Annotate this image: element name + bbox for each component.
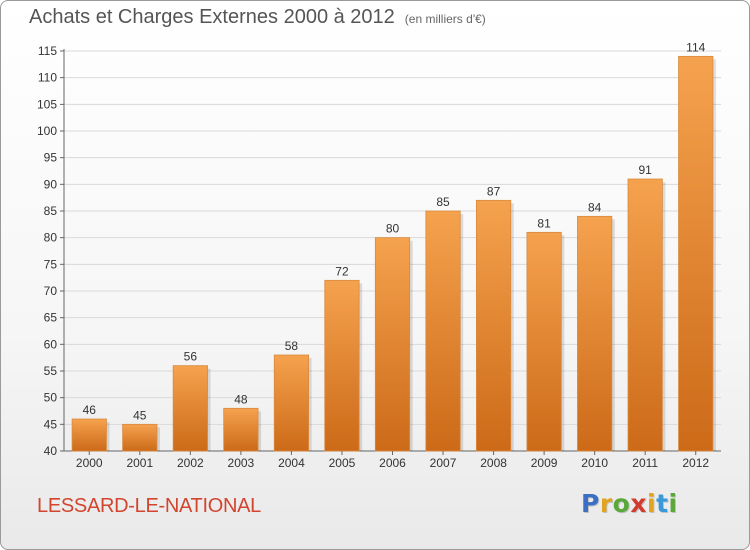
x-tick-label: 2010 (581, 456, 608, 470)
x-tick-label: 2000 (76, 456, 103, 470)
y-tick-label: 110 (38, 71, 57, 85)
x-tick-label: 2002 (177, 456, 204, 470)
x-tick-label: 2012 (682, 456, 709, 470)
y-tick-label: 95 (44, 151, 58, 165)
bar (627, 178, 663, 452)
bar (374, 237, 411, 452)
y-tick-label: 80 (44, 231, 58, 245)
y-tick-label: 40 (44, 444, 58, 458)
commune-name: LESSARD-LE-NATIONAL (37, 495, 261, 517)
bar (577, 215, 613, 452)
chart-subtitle: (en milliers d'€) (404, 12, 486, 26)
proxiti-logo: Proxiti (581, 489, 678, 518)
logo-letter: x (630, 489, 647, 518)
x-tick-label: 2007 (430, 456, 457, 470)
x-tick-label: 2008 (480, 456, 507, 470)
y-tick-label: 45 (44, 417, 58, 431)
bar (425, 210, 461, 452)
bar-value-label: 81 (537, 216, 551, 230)
bar-value-label: 72 (335, 264, 349, 278)
y-tick-label: 50 (44, 391, 58, 405)
y-tick-label: 115 (38, 44, 57, 58)
bar-value-label: 80 (386, 222, 400, 236)
y-tick-label: 85 (44, 204, 58, 218)
bar-value-label: 91 (639, 163, 653, 177)
logo-letter: i (647, 489, 657, 518)
y-tick-label: 90 (44, 177, 58, 191)
logo-letter: t (656, 489, 669, 518)
bar (475, 199, 512, 452)
logo-letter: r (599, 489, 613, 518)
y-tick-label: 70 (44, 284, 58, 298)
bar (273, 354, 310, 452)
chart-title-text: Achats et Charges Externes 2000 à 2012 (29, 6, 395, 28)
x-tick-label: 2011 (632, 456, 658, 470)
bar-value-label: 114 (686, 40, 705, 54)
bar-value-label: 56 (184, 350, 198, 364)
bar-value-label: 46 (83, 403, 97, 417)
bar (223, 407, 259, 452)
x-tick-label: 2004 (278, 456, 305, 470)
y-tick-label: 65 (44, 311, 58, 325)
y-tick-label: 55 (44, 364, 58, 378)
bar (526, 231, 562, 452)
x-tick-label: 2009 (531, 456, 558, 470)
bar-value-label: 58 (285, 339, 299, 353)
bar (324, 279, 360, 452)
y-tick-label: 100 (37, 124, 57, 138)
bar-value-label: 87 (487, 184, 501, 198)
bar-value-label: 48 (234, 392, 248, 406)
y-tick-label: 75 (44, 257, 58, 271)
x-tick-label: 2003 (228, 456, 255, 470)
x-tick-label: 2005 (329, 456, 356, 470)
bar (678, 55, 714, 452)
bar (122, 423, 158, 452)
bar (71, 418, 107, 452)
logo-letter: o (612, 489, 631, 518)
bar-value-label: 85 (436, 195, 450, 209)
logo-letter: i (668, 489, 678, 518)
chart-title: Achats et Charges Externes 2000 à 2012 (e… (29, 6, 486, 29)
logo-letter: P (581, 489, 600, 518)
x-tick-label: 2001 (126, 456, 153, 470)
y-tick-label: 105 (37, 97, 57, 111)
bar-value-label: 84 (588, 200, 602, 214)
bar-value-label: 45 (133, 408, 147, 422)
x-tick-label: 2006 (379, 456, 406, 470)
bar (172, 365, 208, 452)
y-tick-label: 60 (44, 337, 58, 351)
